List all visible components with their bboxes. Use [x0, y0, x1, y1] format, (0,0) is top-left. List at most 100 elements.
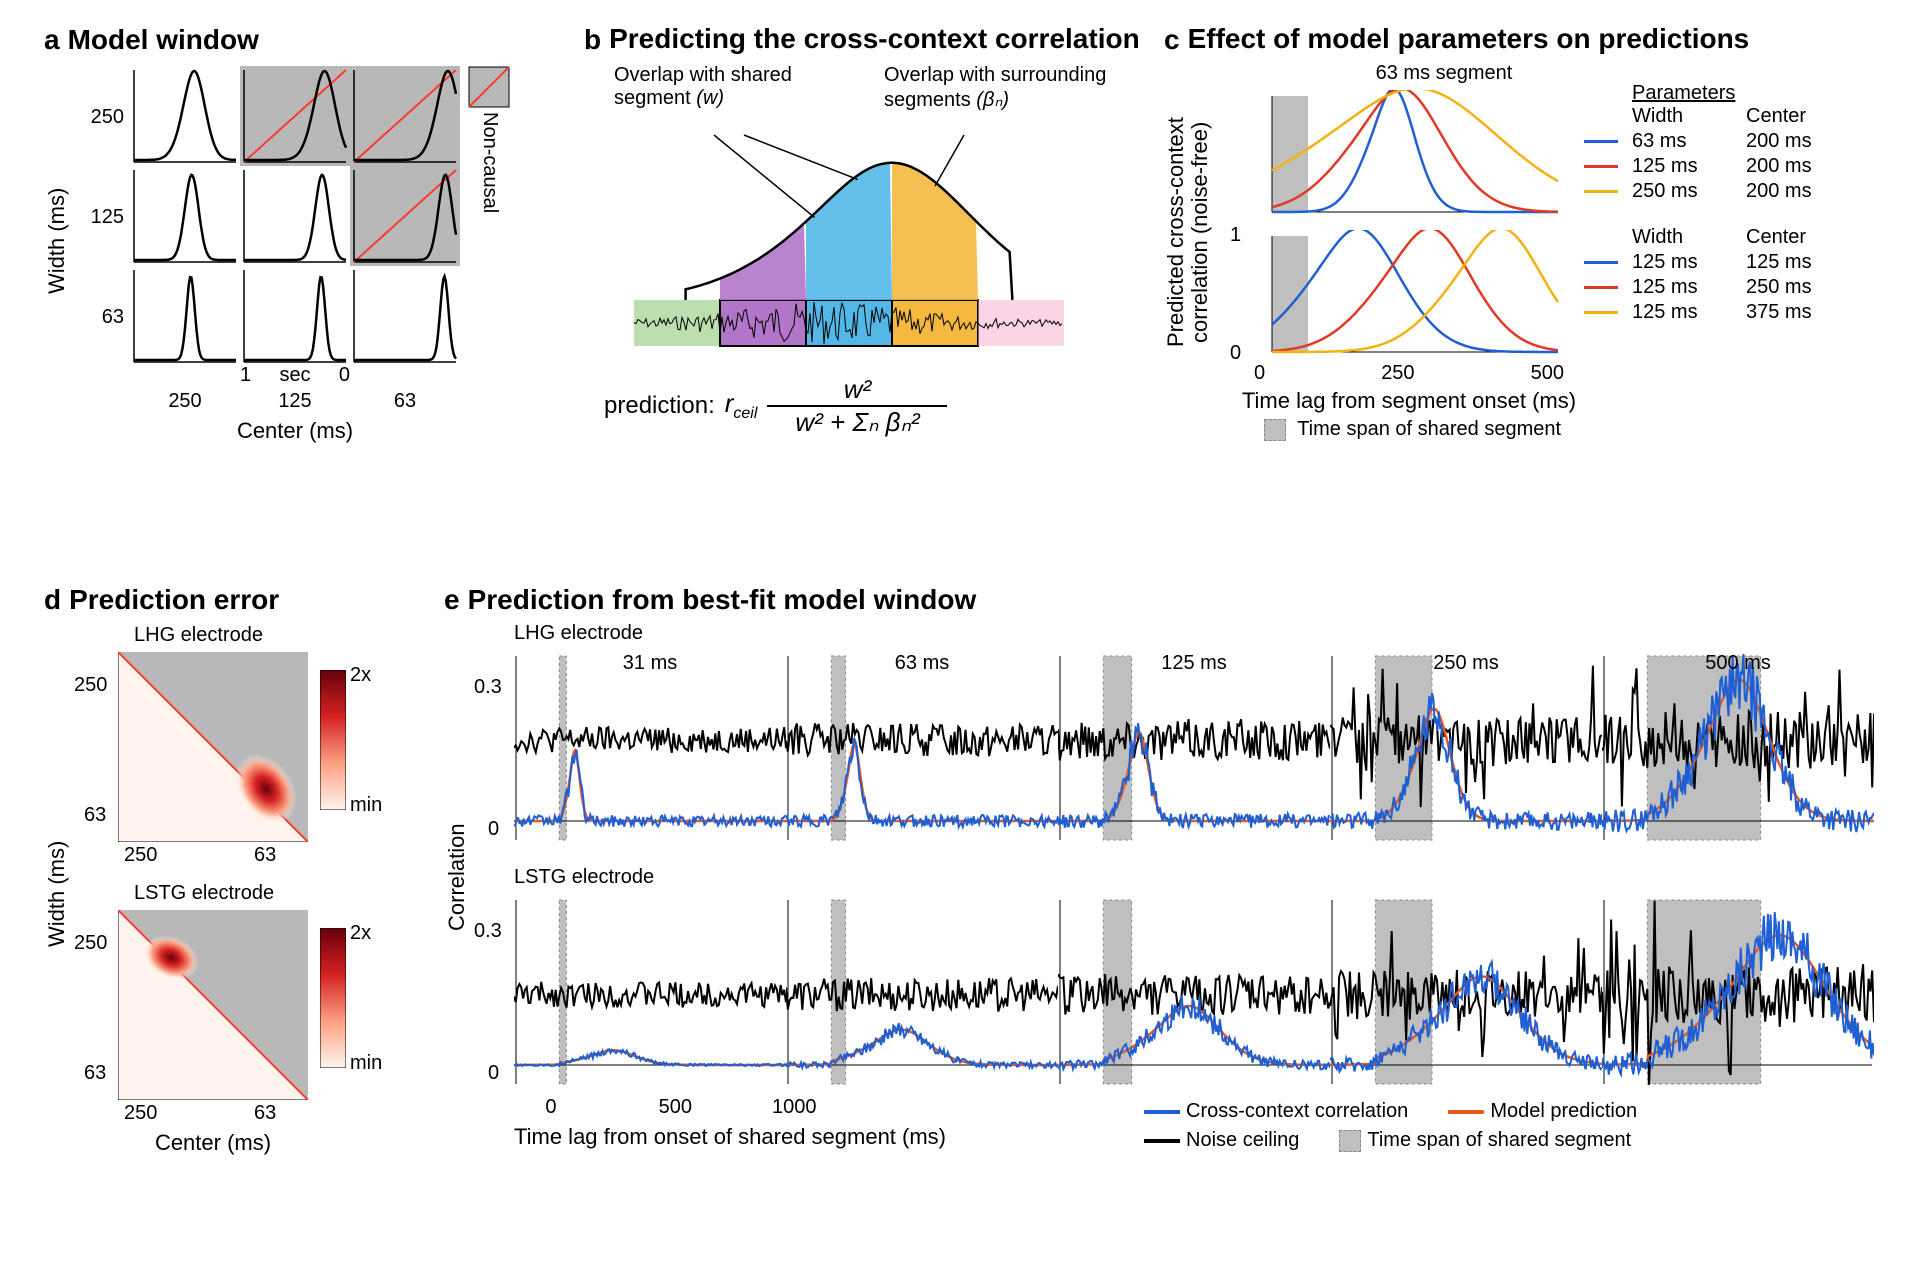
cbar2-bot: min — [350, 1052, 382, 1075]
panel-d-label: d — [44, 584, 61, 616]
panel-d-xlabel: Center (ms) — [118, 1130, 308, 1156]
model-window-cell — [130, 66, 240, 166]
panel-c-xlabel: Time lag from segment onset (ms) — [1234, 388, 1584, 414]
overlap-shared-label: Overlap with shared segment (w) — [614, 64, 834, 110]
panel-e-xtick: 1000 — [772, 1096, 817, 1119]
panel-c-xtick: 0 — [1254, 362, 1265, 385]
seg-duration-label: 250 ms — [1330, 652, 1602, 675]
panel-d-sub2: LSTG electrode — [134, 882, 274, 905]
model-window-cell — [350, 66, 460, 166]
e-yt1-03: 0.3 — [474, 676, 502, 699]
d2-yt-63: 63 — [84, 1062, 106, 1085]
panel-c-xtick: 500 — [1531, 362, 1564, 385]
panel-d-sub1: LHG electrode — [134, 624, 263, 647]
param-row: 125 ms200 ms — [1584, 155, 1874, 178]
panel-c-xtick: 250 — [1381, 362, 1414, 385]
params-table-bot: WidthCenter125 ms125 ms125 ms250 ms125 m… — [1584, 226, 1874, 324]
param-row: 63 ms200 ms — [1584, 130, 1874, 153]
panel-d-colorbar-2 — [320, 928, 346, 1068]
ytick-1: 1 — [1230, 224, 1241, 247]
panel-a-inner-xtick: 1 — [240, 364, 251, 387]
panel-a-label: a — [44, 24, 60, 56]
params-header: Parameters — [1632, 82, 1874, 105]
e-yt1-0: 0 — [488, 818, 499, 841]
panel-d-title: Prediction error — [69, 584, 279, 616]
panel-b-schematic — [594, 130, 1134, 380]
panel-a-row-tick: 63 — [102, 306, 124, 329]
panel-b-label: b — [584, 24, 601, 56]
formula-den: w² + Σₙ βₙ² — [795, 407, 919, 438]
panel-a: a Model window Width (ms) 25012563 Non-c… — [44, 24, 564, 456]
cbar1-top: 2x — [350, 664, 371, 687]
panel-d-colorbar-1 — [320, 670, 346, 810]
seg-duration-label: 31 ms — [514, 652, 786, 675]
panel-a-col-tick: 250 — [130, 390, 240, 413]
panel-e-subplot — [514, 892, 786, 1092]
model-window-cell — [240, 66, 350, 166]
panel-e-subplot — [786, 892, 1058, 1092]
param-row: 125 ms375 ms — [1584, 301, 1874, 324]
d2-yt-250: 250 — [74, 932, 107, 955]
model-window-cell — [350, 166, 460, 266]
prediction-label: prediction: — [604, 392, 715, 420]
panel-a-xlabel: Center (ms) — [130, 418, 460, 444]
row1-label: LHG electrode — [514, 622, 643, 645]
model-window-cell — [130, 166, 240, 266]
panel-a-inner-xtick: sec — [279, 364, 310, 387]
d1-xt-250: 250 — [124, 844, 157, 867]
panel-d: d Prediction error Width (ms) LHG electr… — [44, 584, 424, 1184]
seg-duration-label: 125 ms — [1058, 652, 1330, 675]
panel-b-title: Predicting the cross-context correlation — [609, 24, 1140, 55]
panel-a-col-tick: 125 — [240, 390, 350, 413]
panel-e: e Prediction from best-fit model window … — [444, 584, 1884, 1182]
param-row: 125 ms250 ms — [1584, 276, 1874, 299]
panel-a-col-tick: 63 — [350, 390, 460, 413]
panel-c-ylabel: Predicted cross-context correlation (noi… — [1164, 92, 1212, 372]
panel-c-sharedspan-legend: Time span of shared segment — [1264, 418, 1561, 441]
panel-e-subplot: 63 ms — [786, 648, 1058, 848]
panel-c-chart-bot — [1254, 230, 1564, 360]
panel-c: c Effect of model parameters on predicti… — [1164, 24, 1884, 442]
formula-num: w² — [844, 374, 871, 405]
figure-root: a Model window Width (ms) 25012563 Non-c… — [24, 24, 1896, 1247]
panel-e-subplot: 31 ms — [514, 648, 786, 848]
noncausal-swatch — [468, 66, 510, 108]
panel-e-title: Prediction from best-fit model window — [468, 584, 977, 616]
panel-a-row-tick: 250 — [91, 106, 124, 129]
panel-e-xlabel: Time lag from onset of shared segment (m… — [514, 1124, 1054, 1150]
params-table-top: WidthCenter63 ms200 ms125 ms200 ms250 ms… — [1584, 105, 1874, 203]
ytick-0: 0 — [1230, 342, 1241, 365]
d1-xt-63: 63 — [254, 844, 276, 867]
param-row: 250 ms200 ms — [1584, 180, 1874, 203]
panel-c-chart-top — [1254, 90, 1564, 220]
formula-ceil: ceil — [733, 406, 757, 423]
panel-a-row-tick: 125 — [91, 206, 124, 229]
panel-e-subplot — [1058, 892, 1330, 1092]
panel-e-label: e — [444, 584, 460, 616]
d1-yt-63: 63 — [84, 804, 106, 827]
panel-c-label: c — [1164, 24, 1180, 56]
model-window-cell — [240, 166, 350, 266]
panel-b: b Predicting the cross-context correlati… — [584, 24, 1144, 424]
seg-duration-label: 63 ms — [786, 652, 1058, 675]
cbar1-bot: min — [350, 794, 382, 817]
row2-label: LSTG electrode — [514, 866, 654, 889]
panel-e-subplot: 125 ms — [1058, 648, 1330, 848]
panel-a-title: Model window — [68, 24, 259, 56]
d2-xt-250: 250 — [124, 1102, 157, 1125]
panel-e-ylabel: Correlation — [444, 742, 470, 1012]
panel-a-inner-xtick: 0 — [339, 364, 350, 387]
e-yt2-0: 0 — [488, 1062, 499, 1085]
param-row: 125 ms125 ms — [1584, 251, 1874, 274]
panel-a-ylabel: Width (ms) — [44, 126, 70, 356]
d1-yt-250: 250 — [74, 674, 107, 697]
panel-d-heatmap-2 — [118, 910, 308, 1100]
panel-e-subplot — [1330, 892, 1602, 1092]
cbar2-top: 2x — [350, 922, 371, 945]
panel-d-heatmap-1 — [118, 652, 308, 842]
panel-e-subplot — [1602, 892, 1874, 1092]
model-window-cell — [240, 266, 350, 366]
panel-e-xtick: 0 — [545, 1096, 556, 1119]
model-window-cell — [350, 266, 460, 366]
panel-e-legend: Cross-context correlation Model predicti… — [1144, 1100, 1884, 1152]
